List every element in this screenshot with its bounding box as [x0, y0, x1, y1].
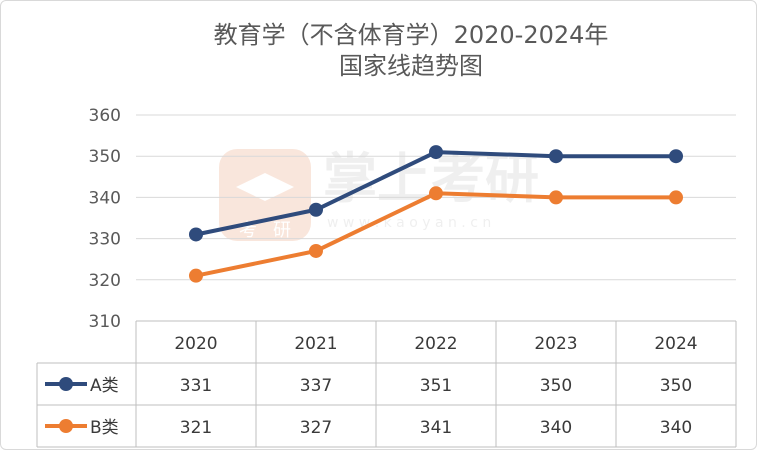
data-point	[189, 227, 203, 242]
legend-label: B类	[90, 418, 119, 438]
y-tick-label: 340	[89, 188, 121, 208]
data-point	[669, 190, 683, 205]
table-value: 340	[540, 418, 572, 438]
x-category-label: 2022	[414, 334, 457, 354]
y-tick-label: 320	[89, 271, 121, 291]
y-tick-label: 310	[89, 312, 121, 332]
watermark-text: 掌上考研	[323, 147, 539, 210]
data-point	[429, 186, 443, 201]
table-value: 351	[420, 376, 452, 396]
legend-marker	[59, 419, 73, 433]
data-point	[429, 145, 443, 160]
data-point	[189, 268, 203, 283]
data-point	[549, 149, 563, 164]
table-value: 337	[300, 376, 332, 396]
table-value: 321	[180, 418, 212, 438]
table-value: 350	[660, 376, 692, 396]
legend-marker	[59, 377, 73, 391]
data-point	[549, 190, 563, 205]
watermark-logo-text-2: 研	[273, 220, 291, 241]
y-tick-label: 350	[89, 147, 121, 167]
chart-title-line-2: 国家线趋势图	[339, 52, 483, 80]
x-category-label: 2023	[534, 334, 577, 354]
chart-title-line-1: 教育学（不含体育学）2020-2024年	[214, 21, 609, 49]
y-tick-label: 330	[89, 230, 121, 250]
watermark: 考 研 掌上考研 w w w . k a o y a n . c n	[219, 147, 539, 241]
legend-label: A类	[90, 376, 119, 396]
table-value: 331	[180, 376, 212, 396]
data-point	[309, 243, 323, 258]
y-tick-label: 360	[89, 106, 121, 126]
data-point	[669, 149, 683, 164]
x-category-label: 2021	[294, 334, 337, 354]
data-point	[309, 202, 323, 217]
graduation-cap-icon	[236, 173, 294, 201]
table-value: 341	[420, 418, 452, 438]
x-category-label: 2020	[174, 334, 217, 354]
table-value: 327	[300, 418, 332, 438]
watermark-url: w w w . k a o y a n . c n	[327, 215, 491, 231]
x-category-label: 2024	[654, 334, 697, 354]
table-value: 350	[540, 376, 572, 396]
watermark-logo-icon	[219, 149, 311, 241]
table-value: 340	[660, 418, 692, 438]
